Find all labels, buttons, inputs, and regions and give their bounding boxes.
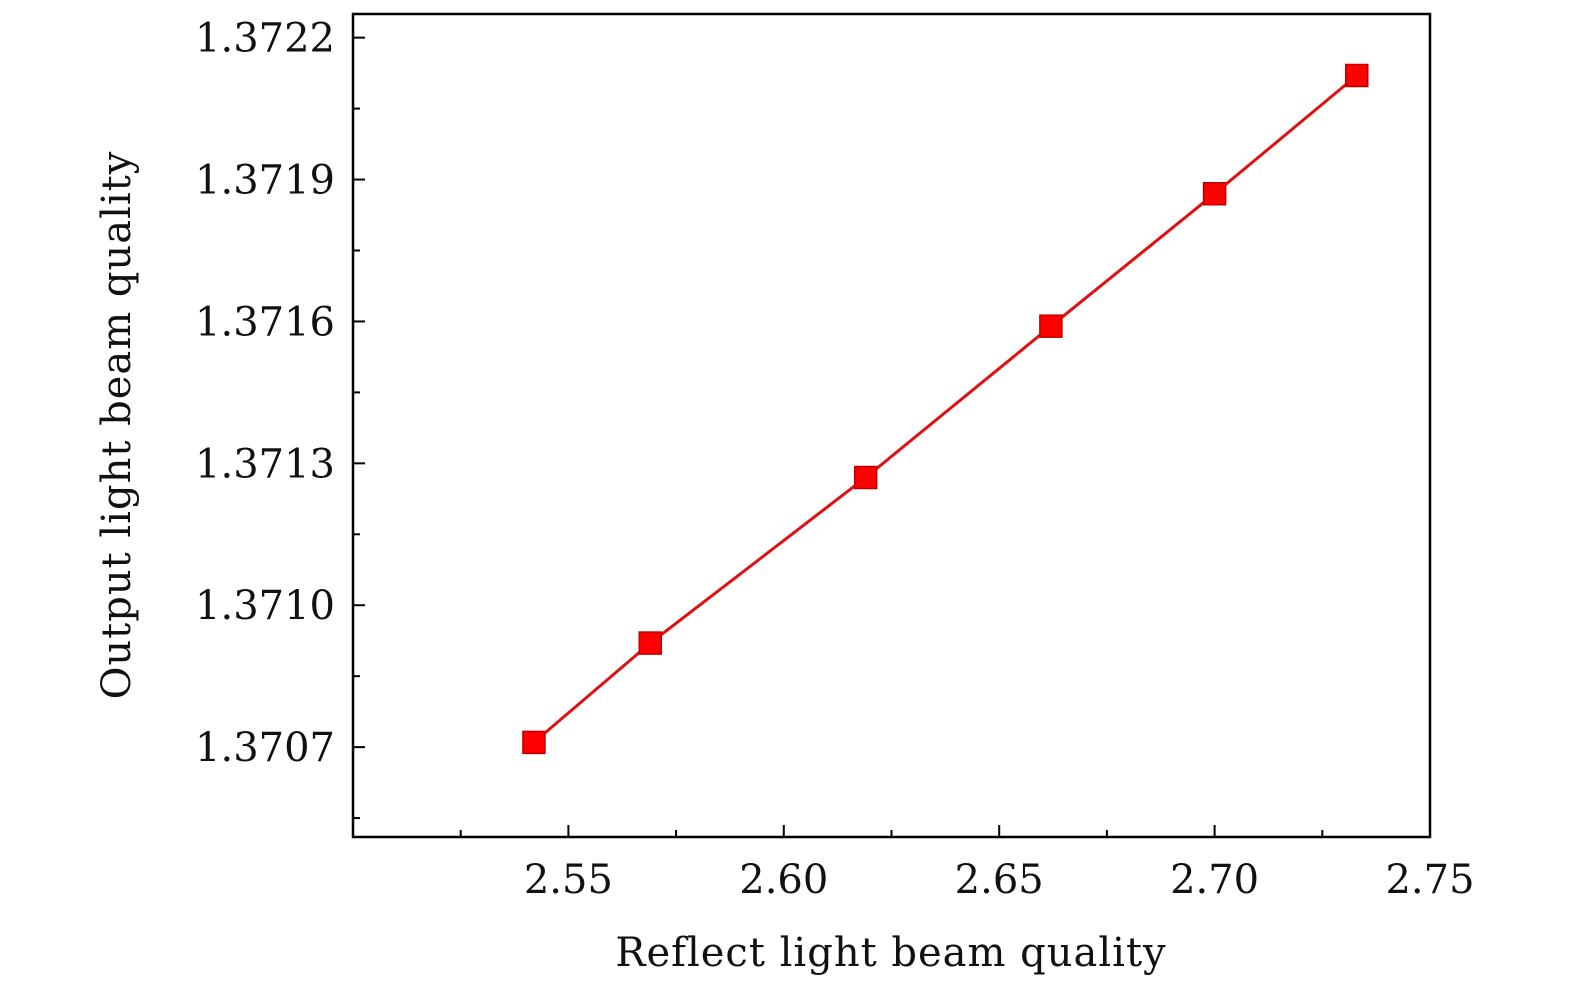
y-tick-label: 1.3713 xyxy=(195,441,335,487)
x-axis-title: Reflect light beam quality xyxy=(615,930,1166,976)
y-axis: 1.3707 1.3710 1.3713 1.3716 1.3719 1.3722 xyxy=(195,16,365,820)
x-tick-label: 2.60 xyxy=(739,857,828,903)
data-point-marker xyxy=(1202,181,1227,206)
plot-frame xyxy=(351,12,1432,839)
y-tick-label: 1.3707 xyxy=(195,725,335,771)
data-point-marker xyxy=(638,631,663,655)
y-axis-title: Output light beam quality xyxy=(94,151,140,700)
y-tick-label: 1.3710 xyxy=(195,583,335,629)
x-axis: 2.55 2.60 2.65 2.70 2.75 xyxy=(459,825,1475,903)
y-tick-label: 1.3719 xyxy=(195,158,335,204)
y-tick-label: 1.3716 xyxy=(195,299,335,345)
x-tick-label: 2.55 xyxy=(524,857,613,903)
data-point-marker xyxy=(1345,63,1369,88)
x-tick-label: 2.70 xyxy=(1170,857,1259,903)
data-point-marker xyxy=(853,465,878,490)
data-point-marker xyxy=(522,730,546,755)
series-layer xyxy=(522,63,1369,755)
data-point-marker xyxy=(1039,314,1063,338)
series-line xyxy=(532,74,1358,744)
y-tick-label: 1.3722 xyxy=(195,16,335,62)
x-tick-label: 2.65 xyxy=(955,857,1044,903)
x-tick-label: 2.75 xyxy=(1385,857,1474,903)
